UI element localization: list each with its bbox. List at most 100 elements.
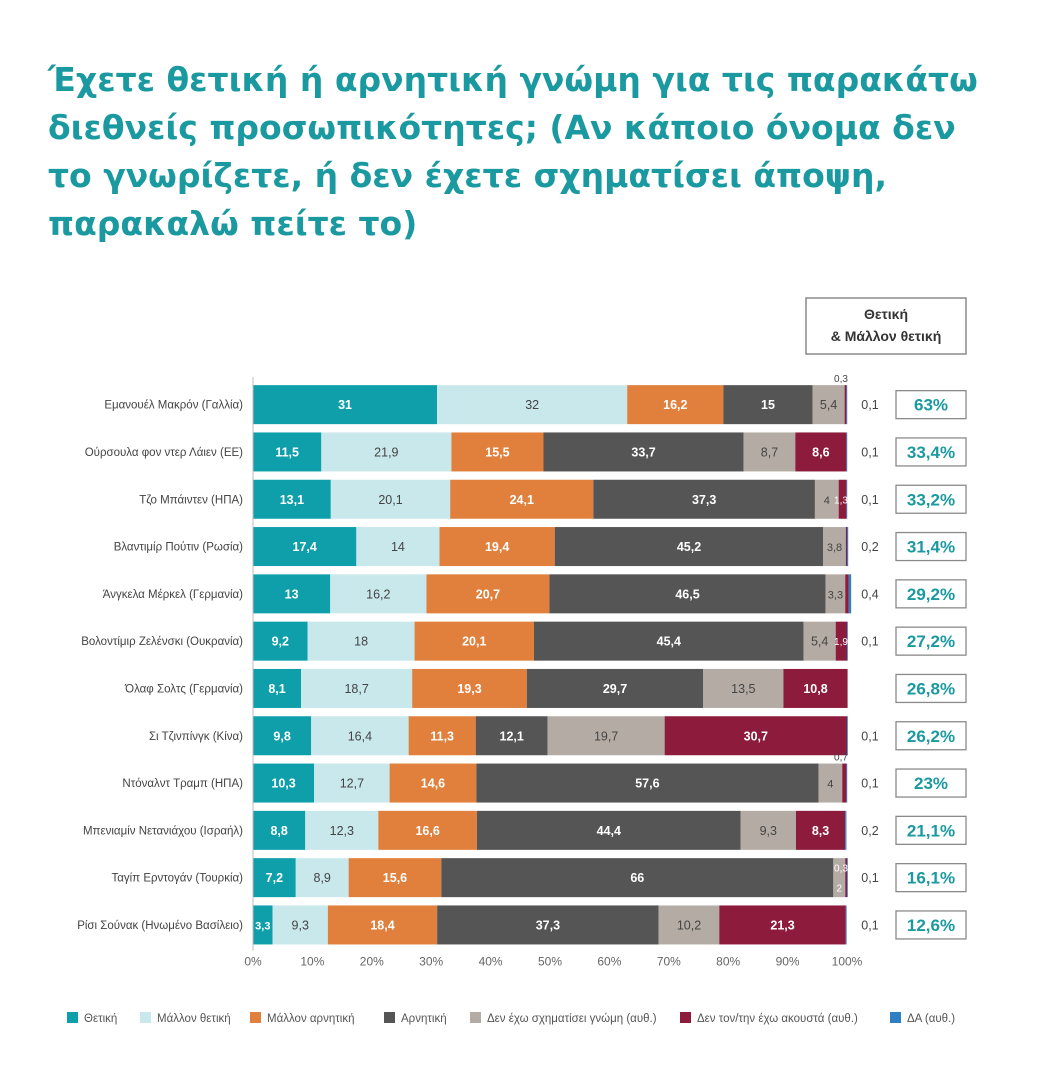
positive-total-label: 33,2% xyxy=(907,490,955,509)
chart-title: Έχετε θετική ή αρνητική γνώμη για τις πα… xyxy=(48,60,978,243)
legend-item: Αρνητική xyxy=(384,1012,447,1025)
data-label: 10,3 xyxy=(271,777,295,791)
bar-segment xyxy=(833,858,846,898)
data-label: 10,2 xyxy=(677,918,701,932)
bar-segment xyxy=(825,574,846,614)
bar-segment xyxy=(253,621,308,661)
bar-segment xyxy=(389,763,477,803)
x-tick-label: 10% xyxy=(300,955,324,969)
data-label: 16,2 xyxy=(663,398,687,412)
bar-segment xyxy=(253,385,438,425)
positive-total-box xyxy=(895,673,967,704)
bar-segment xyxy=(795,810,846,850)
category-label: Ρίσι Σούνακ (Ηνωμένο Βασίλειο) xyxy=(77,920,243,932)
bar-segment xyxy=(408,716,476,756)
bar-segment xyxy=(795,432,847,472)
legend-item: ΔΑ (αυθ.) xyxy=(890,1012,955,1025)
bar-row: Σι Τζινπίνγκ (Κίνα) 9,8 16,4 11,3 12,1 19,7 30… xyxy=(149,716,967,756)
bar-row: Τζο Μπάιντεν (ΗΠΑ) 13,1 20,1 24,1 37,3 4 1,3 0,… xyxy=(139,479,967,519)
data-label: 29,7 xyxy=(603,682,627,696)
bar-segment xyxy=(321,432,452,472)
bar-segment xyxy=(823,527,846,567)
category-label: Σι Τζινπίνγκ (Κίνα) xyxy=(149,731,243,743)
bar-segment xyxy=(743,432,796,472)
data-label: 37,3 xyxy=(536,918,560,932)
data-label: 21,3 xyxy=(770,918,794,932)
category-label: Μπενιαμίν Νετανιάχου (Ισραήλ) xyxy=(83,825,243,837)
data-label: 16,4 xyxy=(348,729,372,743)
x-tick-label: 40% xyxy=(479,955,503,969)
data-label: 12,1 xyxy=(500,729,524,743)
x-tick-label: 60% xyxy=(597,955,621,969)
data-label: 13 xyxy=(285,587,299,601)
bar-row: Βλαντιμίρ Πούτιν (Ρωσία) 17,4 14 19,4 45,2 3,… xyxy=(114,527,967,567)
data-label: 18 xyxy=(354,635,368,649)
no-answer-label: 0,1 xyxy=(861,871,878,885)
no-answer-label: 0,1 xyxy=(861,777,878,791)
data-label: 3,3 xyxy=(255,920,270,932)
positive-total-label: 29,2% xyxy=(907,585,955,604)
data-label: 9,2 xyxy=(272,635,289,649)
x-tick-label: 50% xyxy=(538,955,562,969)
no-answer-label: 0,2 xyxy=(861,824,878,838)
bar-segment xyxy=(450,479,594,519)
bar-segment xyxy=(378,810,477,850)
bar-segment xyxy=(451,432,544,472)
bar-segment xyxy=(847,716,848,756)
bar-segment xyxy=(253,668,302,708)
category-label: Εμανουέλ Μακρόν (Γαλλία) xyxy=(104,400,243,412)
data-label: 1,3 xyxy=(834,495,848,506)
data-label: 19,3 xyxy=(457,682,481,696)
data-label: 8,7 xyxy=(761,445,778,459)
bar-segment xyxy=(554,527,824,567)
legend: Θετική Μάλλον θετική Μάλλον αρνητική Αρνητι… xyxy=(67,1012,955,1025)
data-label: 1,9 xyxy=(834,637,848,648)
positive-total-label: 23% xyxy=(914,774,948,793)
positive-total-label: 16,1% xyxy=(907,869,955,888)
bar-segment xyxy=(412,668,527,708)
legend-swatch xyxy=(250,1012,261,1023)
bar-segment xyxy=(835,621,847,661)
positive-total-box xyxy=(895,768,967,798)
bar-row: Ντόναλντ Τραμπ (ΗΠΑ) 10,3 12,7 14,6 57,6 4 0,7… xyxy=(122,753,967,803)
no-answer-label: 0,1 xyxy=(861,445,878,459)
summary-header-line: & Μάλλον θετική xyxy=(831,328,942,344)
bar-segment xyxy=(818,763,843,803)
legend-swatch xyxy=(680,1012,691,1023)
data-label: 0,3 xyxy=(834,864,848,875)
bar-segment xyxy=(311,716,409,756)
bar-row: Ρίσι Σούνακ (Ηνωμένο Βασίλειο) 3,3 9,3 18,4… xyxy=(77,905,967,945)
data-label: 12,7 xyxy=(340,777,364,791)
category-label: Ούρσουλα φον ντερ Λάιεν (ΕΕ) xyxy=(85,447,243,459)
bar-segment xyxy=(526,668,704,708)
category-label: Ντόναλντ Τραμπ (ΗΠΑ) xyxy=(122,778,243,790)
legend-item: Δεν έχω σχηματίσει γνώμη (αυθ.) xyxy=(470,1012,657,1025)
legend-label: ΔΑ (αυθ.) xyxy=(907,1013,955,1025)
legend-item: Δεν τον/την έχω ακουστά (αυθ.) xyxy=(680,1012,858,1025)
data-label: 12,3 xyxy=(330,824,354,838)
bar-row: Βολοντίμιρ Ζελένσκι (Ουκρανία) 9,2 18 20,1 4… xyxy=(81,621,967,661)
bar-segment xyxy=(845,905,847,945)
legend-swatch xyxy=(470,1012,481,1023)
bar-row: Ταγίπ Ερντογάν (Τουρκία) 7,2 8,9 15,6 66 2 0,3… xyxy=(111,858,967,898)
x-tick-label: 30% xyxy=(419,955,443,969)
data-label: 45,4 xyxy=(657,635,681,649)
bar-segment xyxy=(845,527,847,567)
category-label: Άνγκελα Μέρκελ (Γερμανία) xyxy=(103,589,243,601)
data-label: 9,3 xyxy=(292,918,309,932)
bar-segment xyxy=(437,905,659,945)
data-label: 66 xyxy=(630,871,644,885)
bar-segment xyxy=(549,574,826,614)
data-label: 18,7 xyxy=(344,682,368,696)
data-label: 14 xyxy=(391,540,405,554)
bar-segment xyxy=(846,763,848,803)
bar-segment xyxy=(253,716,312,756)
bar-segment xyxy=(845,810,847,850)
data-label: 57,6 xyxy=(635,777,659,791)
positive-total-label: 21,1% xyxy=(907,821,955,840)
positive-total-label: 27,2% xyxy=(907,632,955,651)
bar-segment xyxy=(426,574,550,614)
data-label: 11,3 xyxy=(430,729,454,743)
summary-header-line: Θετική xyxy=(864,306,908,322)
bar-segment xyxy=(301,668,413,708)
